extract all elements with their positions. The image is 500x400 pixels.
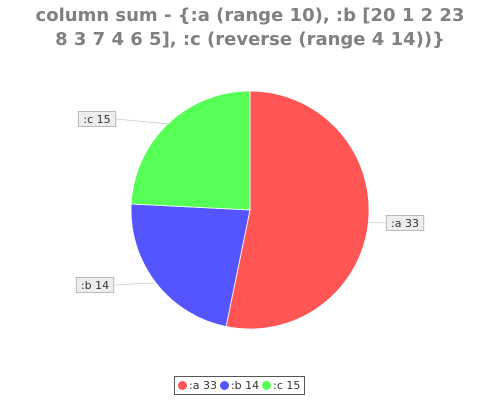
- slice-label-a: :a 33: [391, 217, 419, 230]
- chart-title-line-2: 8 3 7 4 6 5], :c (reverse (range 4 14))}: [55, 29, 445, 50]
- slice-label-box-a: [385, 215, 425, 231]
- pie-slice-b: [130, 203, 251, 328]
- legend-item-b: :b 14: [219, 379, 260, 392]
- legend-label-a: :a 33: [189, 379, 217, 392]
- legend-marker-a: [178, 381, 187, 390]
- slice-label-b: :b 14: [81, 279, 109, 292]
- slice-label-box-c: [77, 111, 117, 127]
- pie-slice-c: [130, 90, 251, 211]
- chart-legend: :a 33 :b 14 :c 15: [174, 376, 306, 395]
- legend-label-b: :b 14: [230, 379, 260, 392]
- legend-label-c: :c 15: [273, 379, 301, 392]
- legend-marker-c: [262, 381, 272, 390]
- legend-item-a: :a 33: [178, 379, 217, 392]
- legend-item-c: :c 15: [262, 379, 300, 392]
- legend-marker-b: [219, 381, 229, 390]
- leader-line-a: [368, 221, 387, 224]
- slice-label-c: :c 15: [83, 113, 110, 126]
- chart-title-line-1: column sum - {:a (range 10), :b [20 1 2 …: [35, 5, 465, 26]
- leader-line-b: [113, 282, 156, 286]
- chart-title: column sum - {:a (range 10), :b [20 1 2 …: [0, 4, 500, 52]
- leader-line-c: [115, 118, 169, 125]
- slice-label-box-b: [75, 277, 115, 293]
